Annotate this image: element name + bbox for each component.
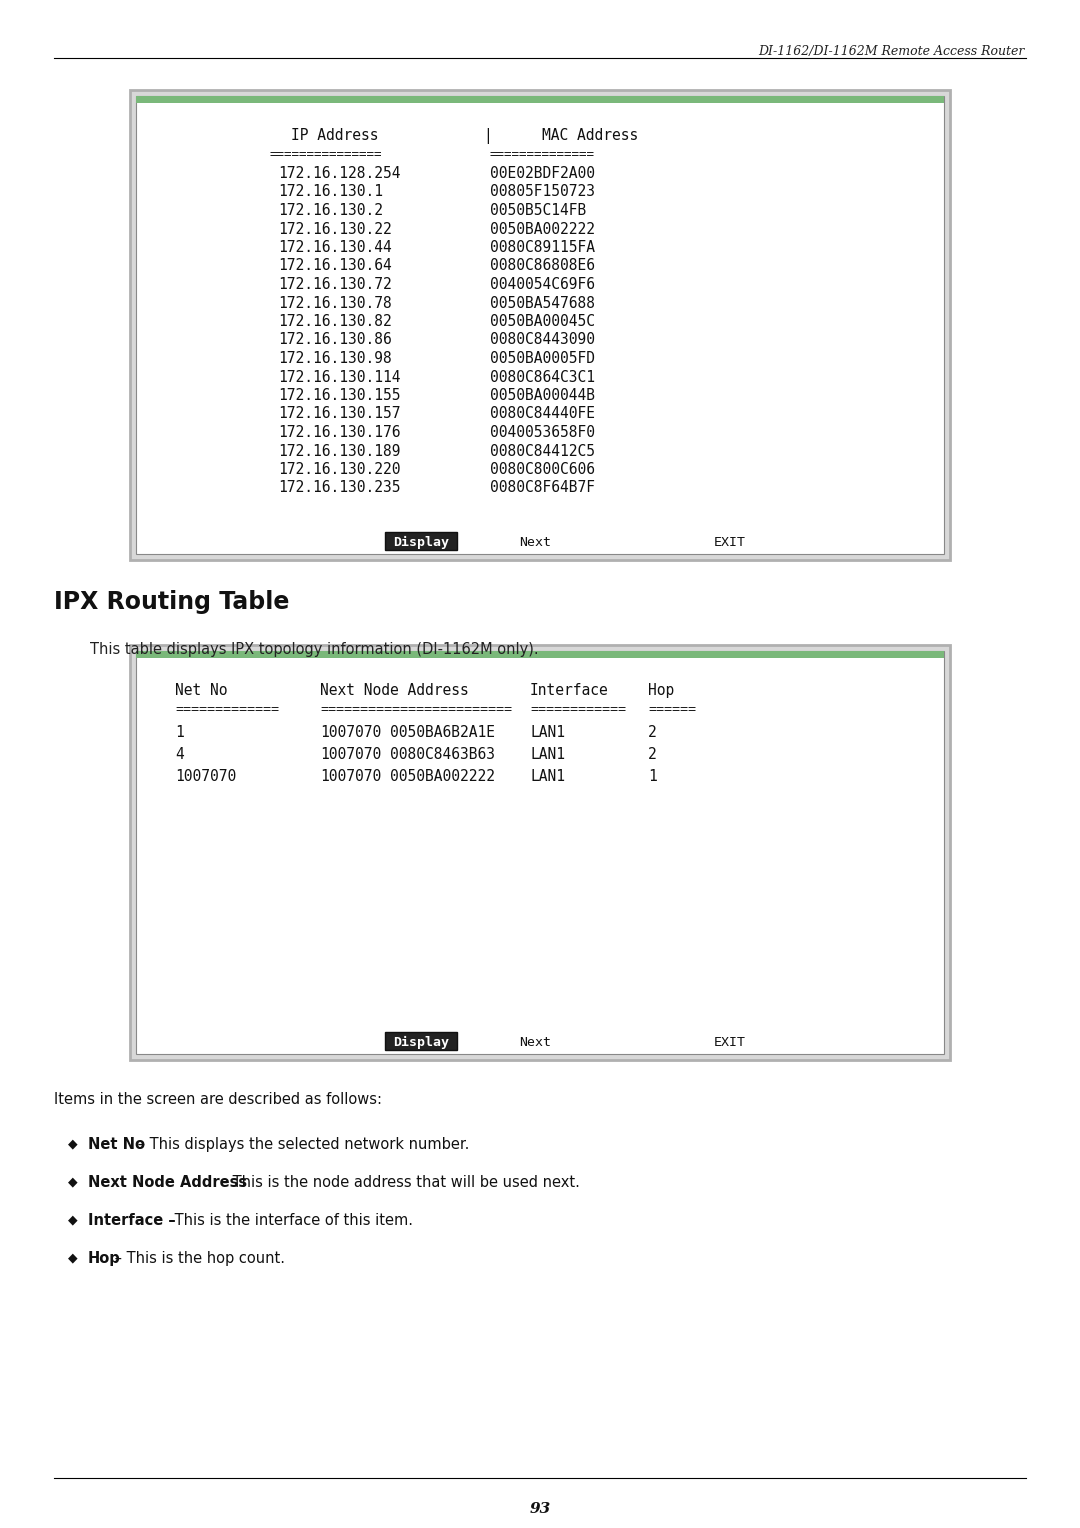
Text: 1007070: 1007070	[320, 747, 381, 762]
Text: 172.16.128.254: 172.16.128.254	[278, 167, 401, 180]
Text: Display: Display	[393, 1036, 449, 1050]
Text: Hop: Hop	[648, 683, 674, 698]
Text: =============: =============	[175, 703, 279, 717]
Text: – This is the hop count.: – This is the hop count.	[110, 1251, 285, 1267]
Text: 0050B5C14FB: 0050B5C14FB	[490, 203, 586, 219]
Text: – This is the node address that will be used next.: – This is the node address that will be …	[216, 1175, 579, 1190]
Text: 0080C84412C5: 0080C84412C5	[490, 443, 595, 458]
Text: MAC Address: MAC Address	[542, 128, 638, 144]
Text: This table displays IPX topology information (DI-1162M only).: This table displays IPX topology informa…	[90, 642, 539, 657]
Text: 2: 2	[648, 747, 657, 762]
Text: 172.16.130.86: 172.16.130.86	[278, 333, 392, 347]
Text: LAN1: LAN1	[530, 724, 565, 740]
Text: Next Node Address: Next Node Address	[320, 683, 469, 698]
Text: ======: ======	[648, 703, 696, 717]
Text: |: |	[484, 128, 492, 144]
Text: 1: 1	[648, 769, 657, 784]
Text: 2: 2	[648, 724, 657, 740]
Text: 0080C864C3C1: 0080C864C3C1	[490, 370, 595, 385]
Text: 0080C800C606: 0080C800C606	[490, 461, 595, 477]
Text: EXIT: EXIT	[714, 536, 746, 549]
Text: Net No: Net No	[87, 1137, 145, 1152]
Text: 0080C86808E6: 0080C86808E6	[490, 258, 595, 274]
Text: Display: Display	[393, 536, 449, 549]
Text: 1: 1	[175, 724, 184, 740]
Bar	[136, 96, 944, 102]
Text: Interface –: Interface –	[87, 1213, 176, 1229]
Bar	[136, 651, 944, 659]
Text: 0050BA002222: 0050BA002222	[490, 222, 595, 237]
Text: IP Address: IP Address	[292, 128, 379, 144]
Bar	[130, 90, 950, 559]
Text: 0040054C69F6: 0040054C69F6	[490, 277, 595, 292]
Text: ========================: ========================	[320, 703, 512, 717]
Text: 172.16.130.114: 172.16.130.114	[278, 370, 401, 385]
Text: 0050BA0005FD: 0050BA0005FD	[490, 351, 595, 367]
Text: 172.16.130.64: 172.16.130.64	[278, 258, 392, 274]
Text: 172.16.130.98: 172.16.130.98	[278, 351, 392, 367]
Bar	[136, 96, 944, 555]
Text: 00805F150723: 00805F150723	[490, 185, 595, 200]
Text: This is the interface of this item.: This is the interface of this item.	[171, 1213, 414, 1229]
Text: Next: Next	[519, 536, 551, 549]
Text: 172.16.130.157: 172.16.130.157	[278, 406, 401, 422]
Text: 172.16.130.82: 172.16.130.82	[278, 313, 392, 329]
Bar	[384, 1031, 457, 1050]
Text: ◆: ◆	[68, 1137, 78, 1151]
Text: 172.16.130.235: 172.16.130.235	[278, 480, 401, 495]
Text: 4: 4	[175, 747, 184, 762]
Text: EXIT: EXIT	[714, 1036, 746, 1050]
Text: 93: 93	[529, 1502, 551, 1516]
Text: 0050BA6B2A1E: 0050BA6B2A1E	[390, 724, 495, 740]
Text: Hop: Hop	[87, 1251, 121, 1267]
Text: 0080C8443090: 0080C8443090	[490, 333, 595, 347]
Text: 0080C8F64B7F: 0080C8F64B7F	[490, 480, 595, 495]
Text: ============: ============	[530, 703, 626, 717]
Text: 0080C8463B63: 0080C8463B63	[390, 747, 495, 762]
Text: 172.16.130.155: 172.16.130.155	[278, 388, 401, 403]
Text: 0050BA547688: 0050BA547688	[490, 295, 595, 310]
Text: LAN1: LAN1	[530, 747, 565, 762]
Bar	[136, 651, 944, 1054]
Bar	[130, 645, 950, 1060]
Text: 0080C89115FA: 0080C89115FA	[490, 240, 595, 255]
Text: Next: Next	[519, 1036, 551, 1050]
Text: ◆: ◆	[68, 1251, 78, 1264]
Text: 172.16.130.189: 172.16.130.189	[278, 443, 401, 458]
Text: 172.16.130.78: 172.16.130.78	[278, 295, 392, 310]
Text: 1007070: 1007070	[175, 769, 237, 784]
Text: Interface: Interface	[530, 683, 609, 698]
Text: Next Node Address: Next Node Address	[87, 1175, 247, 1190]
Text: ◆: ◆	[68, 1175, 78, 1187]
Text: 1007070: 1007070	[320, 769, 381, 784]
Text: Net No: Net No	[175, 683, 228, 698]
Text: 172.16.130.2: 172.16.130.2	[278, 203, 383, 219]
Text: 0050BA00044B: 0050BA00044B	[490, 388, 595, 403]
Text: 172.16.130.176: 172.16.130.176	[278, 425, 401, 440]
Text: 00E02BDF2A00: 00E02BDF2A00	[490, 167, 595, 180]
Text: 1007070: 1007070	[320, 724, 381, 740]
Text: LAN1: LAN1	[530, 769, 565, 784]
Text: 0040053658F0: 0040053658F0	[490, 425, 595, 440]
Text: DI-1162/DI-1162M Remote Access Router: DI-1162/DI-1162M Remote Access Router	[758, 44, 1025, 58]
Text: 172.16.130.1: 172.16.130.1	[278, 185, 383, 200]
Text: 0050BA002222: 0050BA002222	[390, 769, 495, 784]
Text: 0050BA00045C: 0050BA00045C	[490, 313, 595, 329]
Text: 0080C84440FE: 0080C84440FE	[490, 406, 595, 422]
Text: ==============: ==============	[490, 148, 595, 160]
Text: 172.16.130.220: 172.16.130.220	[278, 461, 401, 477]
Text: 172.16.130.22: 172.16.130.22	[278, 222, 392, 237]
Text: 172.16.130.72: 172.16.130.72	[278, 277, 392, 292]
Text: – This displays the selected network number.: – This displays the selected network num…	[133, 1137, 470, 1152]
Text: ===============: ===============	[270, 148, 382, 160]
Bar	[384, 532, 457, 550]
Text: 172.16.130.44: 172.16.130.44	[278, 240, 392, 255]
Text: IPX Routing Table: IPX Routing Table	[54, 590, 289, 614]
Text: ◆: ◆	[68, 1213, 78, 1225]
Text: Items in the screen are described as follows:: Items in the screen are described as fol…	[54, 1093, 382, 1106]
